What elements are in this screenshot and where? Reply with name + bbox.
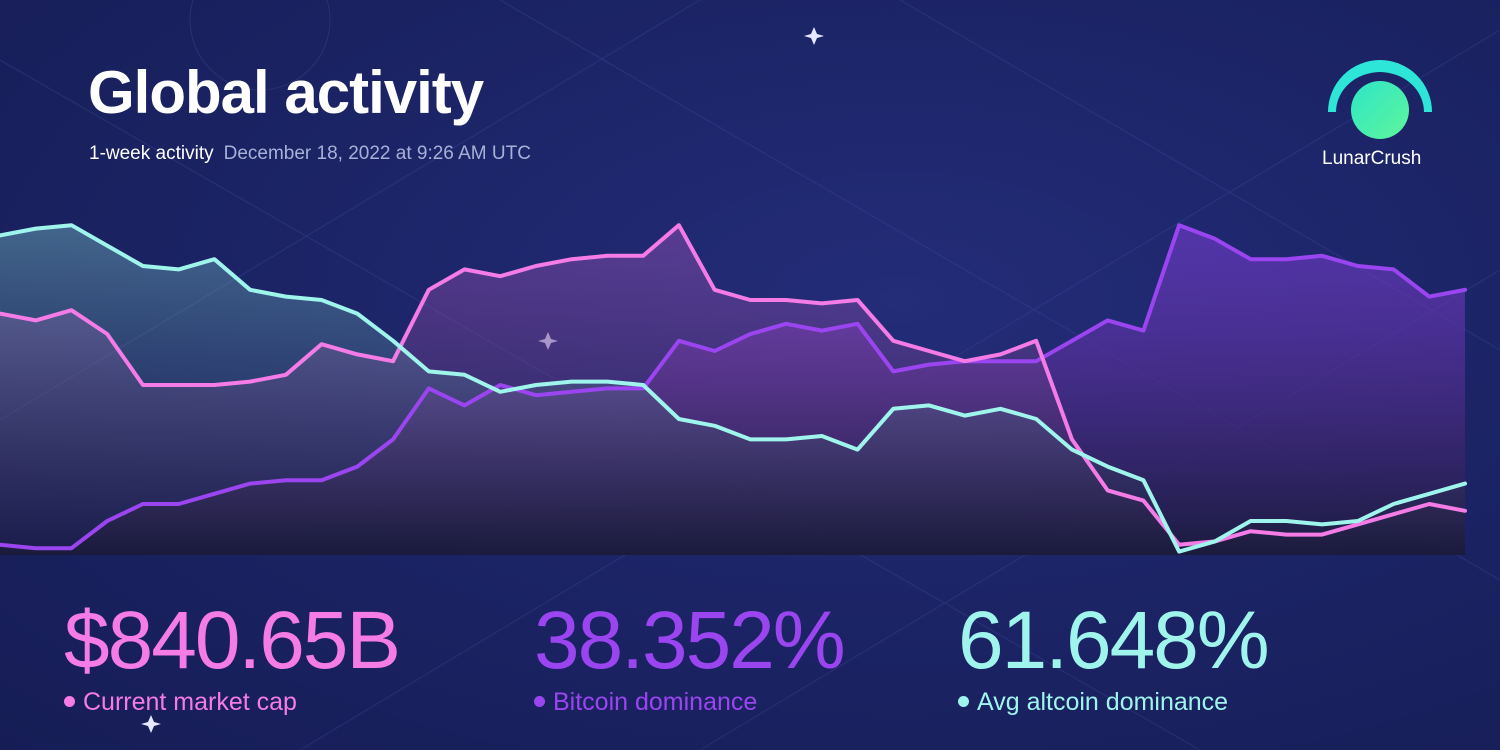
brand-name: LunarCrush (1322, 148, 1422, 169)
stat-label: Current market cap (64, 688, 399, 717)
stat-value: 38.352% (534, 595, 846, 686)
line (0, 223, 1467, 554)
stat: 61.648% Avg altcoin dominance (958, 595, 1270, 717)
area (0, 225, 1465, 555)
line (0, 223, 1467, 551)
stat-value: $840.65B (64, 595, 401, 686)
subtitle: 1-week activity December 18, 2022 at 9:26… (89, 143, 531, 165)
timestamp: December 18, 2022 at 9:26 AM UTC (223, 143, 531, 164)
stat-label: Avg altcoin dominance (958, 688, 1268, 717)
title: Global activity (88, 59, 484, 126)
stat: 38.352% Bitcoin dominance (534, 595, 846, 717)
stat-value: 61.648% (958, 595, 1270, 686)
stat-label: Bitcoin dominance (534, 688, 844, 717)
subtitle-label: 1-week activity (89, 143, 214, 164)
stat: $840.65B Current market cap (64, 595, 401, 717)
